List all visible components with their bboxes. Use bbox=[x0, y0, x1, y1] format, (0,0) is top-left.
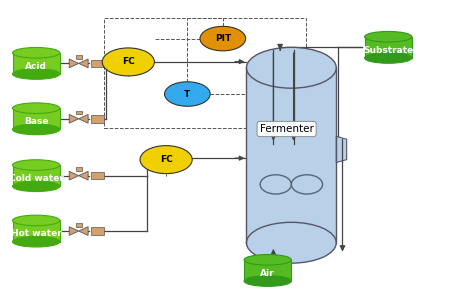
Ellipse shape bbox=[365, 31, 412, 42]
Polygon shape bbox=[69, 115, 79, 123]
Ellipse shape bbox=[12, 69, 60, 79]
Polygon shape bbox=[12, 165, 60, 186]
Text: Hot water: Hot water bbox=[11, 229, 62, 239]
Polygon shape bbox=[76, 223, 82, 227]
Text: Fermenter: Fermenter bbox=[260, 124, 314, 134]
Polygon shape bbox=[12, 53, 60, 74]
Text: Air: Air bbox=[260, 269, 275, 278]
Ellipse shape bbox=[246, 222, 336, 263]
Polygon shape bbox=[76, 111, 82, 115]
Ellipse shape bbox=[12, 215, 60, 226]
Polygon shape bbox=[365, 37, 412, 58]
Polygon shape bbox=[91, 172, 104, 179]
Ellipse shape bbox=[12, 103, 60, 113]
Polygon shape bbox=[69, 227, 79, 236]
Polygon shape bbox=[76, 55, 82, 59]
Polygon shape bbox=[76, 168, 82, 171]
Text: FC: FC bbox=[122, 57, 135, 67]
Ellipse shape bbox=[246, 47, 336, 88]
Polygon shape bbox=[246, 68, 336, 243]
Ellipse shape bbox=[12, 124, 60, 135]
Polygon shape bbox=[79, 227, 88, 236]
Polygon shape bbox=[79, 115, 88, 123]
Polygon shape bbox=[12, 220, 60, 242]
Ellipse shape bbox=[244, 255, 292, 265]
Polygon shape bbox=[244, 260, 292, 281]
Polygon shape bbox=[79, 171, 88, 180]
Text: T: T bbox=[184, 89, 191, 98]
Text: Cold water: Cold water bbox=[9, 174, 64, 183]
Text: Base: Base bbox=[24, 117, 48, 126]
Ellipse shape bbox=[12, 47, 60, 58]
Polygon shape bbox=[12, 108, 60, 130]
Text: Substrate: Substrate bbox=[363, 46, 413, 55]
Polygon shape bbox=[69, 59, 79, 68]
Ellipse shape bbox=[200, 26, 246, 51]
Ellipse shape bbox=[365, 53, 412, 63]
Ellipse shape bbox=[102, 48, 155, 76]
Polygon shape bbox=[91, 59, 104, 67]
Text: FC: FC bbox=[160, 155, 173, 164]
Ellipse shape bbox=[140, 146, 192, 174]
Text: PIT: PIT bbox=[215, 34, 231, 43]
Ellipse shape bbox=[164, 82, 210, 106]
Ellipse shape bbox=[12, 236, 60, 247]
Ellipse shape bbox=[12, 181, 60, 192]
Ellipse shape bbox=[12, 160, 60, 170]
Ellipse shape bbox=[244, 276, 292, 286]
Polygon shape bbox=[91, 115, 104, 122]
Polygon shape bbox=[79, 59, 88, 68]
Polygon shape bbox=[69, 171, 79, 180]
Text: Acid: Acid bbox=[25, 62, 47, 71]
Polygon shape bbox=[91, 227, 104, 235]
Polygon shape bbox=[336, 136, 346, 163]
